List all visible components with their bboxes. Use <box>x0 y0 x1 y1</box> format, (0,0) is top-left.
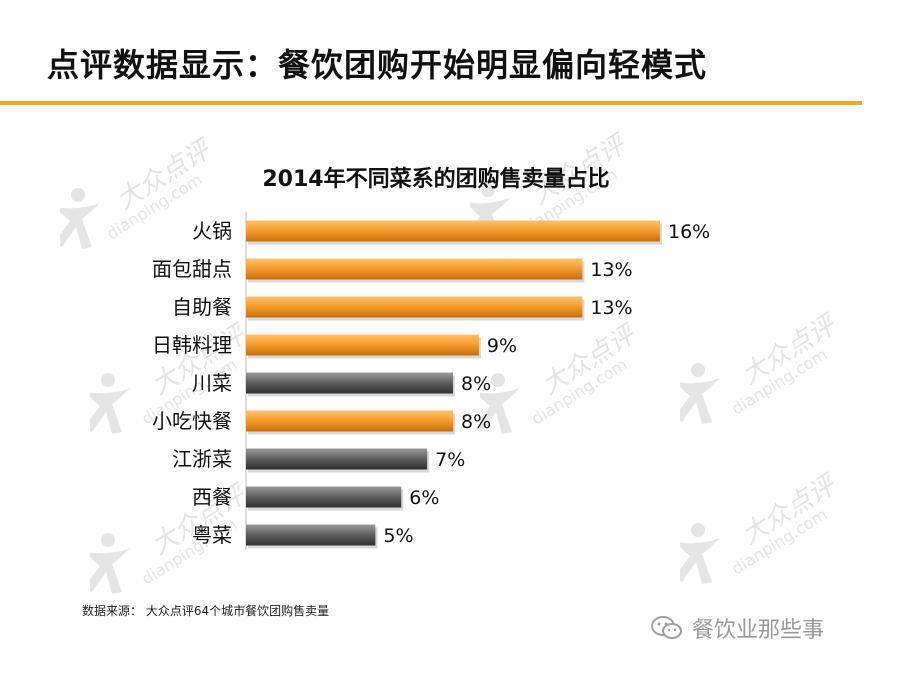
source-note: 数据来源： 大众点评64个城市餐饮团购售卖量 <box>82 604 330 618</box>
watermark-mid-center: 大众点评 dianping.com <box>474 320 670 450</box>
value-label: 5% <box>383 525 413 547</box>
slide-title: 点评数据显示：餐饮团购开始明显偏向轻模式 <box>47 46 708 84</box>
dianping-logo-icon <box>54 188 100 249</box>
value-label: 7% <box>435 449 465 471</box>
category-label: 日韩料理 <box>152 333 232 357</box>
value-label: 6% <box>409 487 439 509</box>
dianping-logo-icon <box>674 363 720 424</box>
title-divider <box>0 101 862 105</box>
value-label: 13% <box>590 297 632 319</box>
bar <box>246 410 453 432</box>
category-label: 自助餐 <box>172 295 232 319</box>
watermark-top-left: 大众点评 dianping.com <box>54 135 250 265</box>
bar <box>246 524 376 546</box>
category-label: 面包甜点 <box>152 257 232 281</box>
wechat-account-name: 餐饮业那些事 <box>692 618 825 643</box>
dianping-logo-icon <box>474 373 520 434</box>
bar <box>246 220 660 242</box>
wechat-icon <box>651 616 682 639</box>
category-label: 粤菜 <box>192 523 232 547</box>
category-label: 江浙菜 <box>172 447 232 471</box>
value-label: 9% <box>487 335 517 357</box>
bar <box>246 334 479 356</box>
value-label: 8% <box>461 411 491 433</box>
category-label: 西餐 <box>192 485 232 509</box>
watermark-bottom-right: 大众点评 dianping.com <box>674 470 870 600</box>
bar <box>246 296 583 318</box>
bar <box>246 486 402 508</box>
dianping-logo-icon <box>84 373 130 434</box>
bar <box>246 448 428 470</box>
category-label: 小吃快餐 <box>152 409 232 433</box>
value-label: 13% <box>590 259 632 281</box>
watermark-mid-right: 大众点评 dianping.com <box>674 310 870 440</box>
chart-title: 2014年不同菜系的团购售卖量占比 <box>262 166 609 192</box>
dianping-logo-icon <box>84 533 130 594</box>
dianping-logo-icon <box>674 523 720 584</box>
value-label: 16% <box>668 221 710 243</box>
bar <box>246 258 583 280</box>
category-label: 火锅 <box>192 219 232 243</box>
value-label: 8% <box>461 373 491 395</box>
bar <box>246 372 453 394</box>
wechat-account: 餐饮业那些事 <box>650 612 824 644</box>
watermark-bottom-left: 大众点评 dianping.com <box>84 480 280 610</box>
watermark-mid-left: 大众点评 dianping.com <box>84 320 280 450</box>
category-label: 川菜 <box>192 371 232 395</box>
